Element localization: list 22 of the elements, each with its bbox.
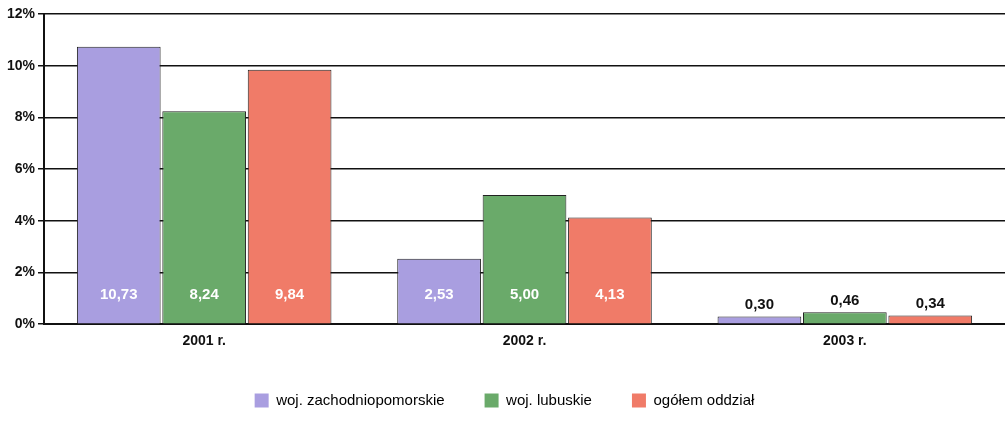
x-tick-label: 2001 r. (182, 332, 226, 349)
data-label: 10,73 (99, 284, 138, 302)
x-tick-label: 2002 r. (502, 332, 547, 349)
y-tick-label: 12% (6, 4, 36, 21)
data-label: 2,53 (424, 284, 454, 302)
y-tick-label: 4% (14, 211, 36, 228)
data-label: 0,30 (744, 295, 775, 313)
data-label: 5,00 (509, 284, 540, 302)
y-tick-label: 2% (14, 263, 36, 280)
y-tick-label: 8% (14, 108, 36, 125)
y-tick-label: 10% (6, 56, 36, 73)
data-label: 0,34 (915, 294, 946, 312)
legend-label: ogółem oddział (653, 390, 756, 408)
legend-label: woj. zachodniopomorskie (275, 390, 445, 408)
x-tick-label: 2003 r. (823, 332, 867, 349)
data-label: 4,13 (595, 284, 625, 302)
y-tick-label: 6% (14, 159, 36, 176)
legend-label: woj. lubuskie (505, 390, 592, 408)
data-label: 9,84 (275, 284, 305, 302)
y-tick-label: 0% (14, 315, 36, 332)
data-label: 8,24 (189, 284, 220, 302)
data-label: 0,46 (830, 290, 860, 308)
